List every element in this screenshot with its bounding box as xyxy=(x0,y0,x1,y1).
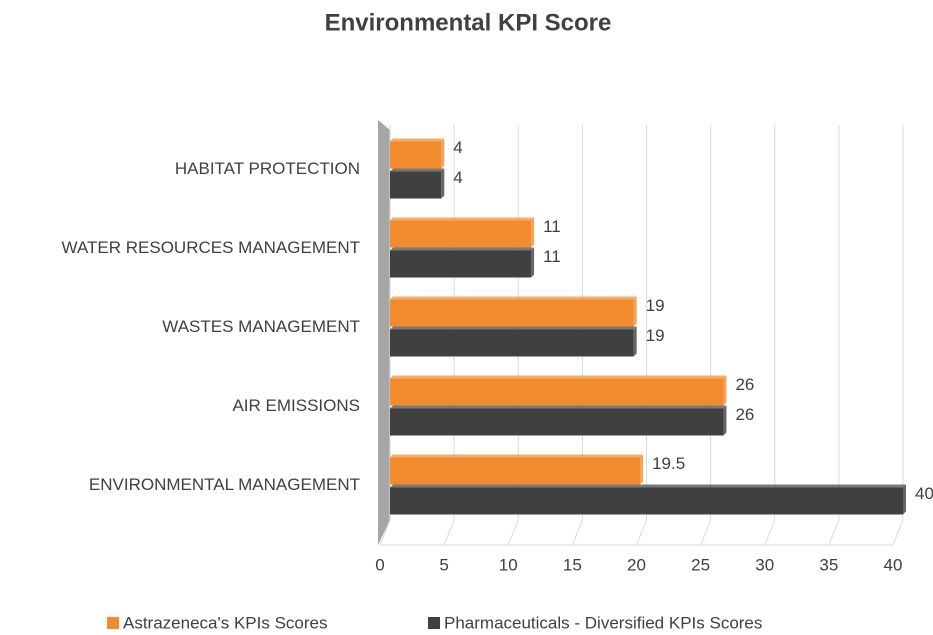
bar xyxy=(390,454,644,485)
grid-line xyxy=(636,125,647,546)
x-tick-label: 30 xyxy=(755,555,774,574)
side-wall xyxy=(378,120,390,545)
x-tick-label: 35 xyxy=(819,555,838,574)
bar xyxy=(390,217,535,248)
data-label: 26 xyxy=(735,375,754,394)
data-label: 40 xyxy=(915,484,933,503)
bar xyxy=(390,326,637,357)
y-tick-label: WATER RESOURCES MANAGEMENT xyxy=(62,238,360,257)
data-label: 11 xyxy=(543,247,561,266)
chart-title: Environmental KPI Score xyxy=(325,9,612,36)
data-label: 4 xyxy=(453,168,462,187)
data-label: 19.5 xyxy=(652,454,685,473)
grid-line xyxy=(571,125,583,546)
bar xyxy=(390,247,535,278)
bar xyxy=(390,375,727,406)
data-label: 26 xyxy=(735,405,754,424)
x-tick-label: 0 xyxy=(375,555,384,574)
data-label: 4 xyxy=(453,138,462,157)
data-label: 19 xyxy=(646,326,665,345)
y-tick-label: HABITAT PROTECTION xyxy=(175,159,360,178)
grid-line xyxy=(828,125,840,546)
y-tick-label: ENVIRONMENTAL MANAGEMENT xyxy=(89,475,360,494)
legend-label: Pharmaceuticals - Diversified KPIs Score… xyxy=(444,613,762,632)
grid-line xyxy=(892,125,904,546)
bar xyxy=(390,405,727,436)
bar xyxy=(390,168,445,199)
legend-swatch xyxy=(107,617,119,629)
bar xyxy=(390,138,445,169)
bar xyxy=(390,484,906,515)
y-tick-label: WASTES MANAGEMENT xyxy=(162,317,360,336)
x-tick-label: 5 xyxy=(439,555,448,574)
grid-line xyxy=(700,125,712,546)
y-tick-label: AIR EMISSIONS xyxy=(232,396,360,415)
x-tick-label: 10 xyxy=(499,555,518,574)
data-label: 11 xyxy=(543,217,561,236)
bar xyxy=(390,296,637,327)
x-tick-label: 15 xyxy=(563,555,582,574)
legend-label: Astrazeneca's KPIs Scores xyxy=(123,613,328,632)
grid-line xyxy=(764,125,776,546)
data-label: 19 xyxy=(646,296,665,315)
legend-swatch xyxy=(428,617,440,629)
x-tick-label: 20 xyxy=(627,555,646,574)
x-tick-label: 25 xyxy=(691,555,710,574)
x-tick-label: 40 xyxy=(884,555,903,574)
